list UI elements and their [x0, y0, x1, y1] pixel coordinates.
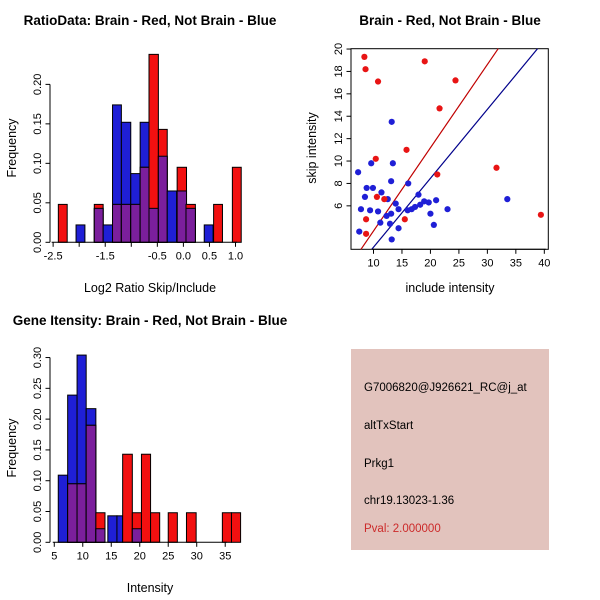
- scatter-xlabel: include intensity: [405, 281, 495, 295]
- panel-probe-info: G7006820@J926621_RC@j_at altTxStart Prkg…: [300, 300, 600, 600]
- ratio-hist-plot: -2.5 -1.5 -0.5 0.0 0.5 1.0 0.00 0.05 0.10 0.15 0.2…: [32, 53, 243, 262]
- svg-text:30: 30: [191, 550, 203, 562]
- svg-text:6: 6: [333, 203, 345, 209]
- svg-text:0.30: 0.30: [32, 347, 44, 368]
- svg-text:25: 25: [162, 550, 174, 562]
- probe-info-box: G7006820@J926621_RC@j_at altTxStart Prkg…: [351, 349, 549, 550]
- ratio-hist-title: RatioData: Brain - Red, Not Brain - Blue: [23, 13, 277, 28]
- ratio-hist-xlabel: Log2 Ratio Skip/Include: [83, 281, 217, 295]
- svg-text:-0.5: -0.5: [148, 250, 167, 262]
- locus-text: chr19.13023-1.36: [364, 495, 455, 507]
- gene-hist-xlabel: Intensity: [126, 581, 174, 595]
- svg-text:12: 12: [333, 133, 345, 145]
- svg-text:35: 35: [219, 550, 231, 562]
- svg-text:1.0: 1.0: [228, 250, 243, 262]
- svg-text:0.15: 0.15: [32, 113, 44, 134]
- panel-ratio-histogram: RatioData: Brain - Red, Not Brain - Blue…: [0, 0, 300, 300]
- svg-text:0.05: 0.05: [32, 501, 44, 522]
- gene-hist-ylabel: Frequency: [5, 418, 19, 478]
- svg-text:15: 15: [396, 257, 408, 269]
- scatter-title: Brain - Red, Not Brain - Blue: [359, 13, 541, 28]
- intensity-scatter-plot: 10 15 20 25 30 35 40 6 8 10 12 14 16 18 20: [333, 43, 550, 269]
- svg-text:0.15: 0.15: [32, 439, 44, 460]
- panel-intensity-scatter: Brain - Red, Not Brain - Blue 10 15 20 25 30…: [300, 0, 600, 300]
- svg-text:30: 30: [481, 257, 493, 269]
- svg-text:0.0: 0.0: [176, 250, 191, 262]
- svg-text:0.10: 0.10: [32, 153, 44, 174]
- svg-text:16: 16: [333, 88, 345, 100]
- panel-gene-intensity-histogram: Gene Itensity: Brain - Red, Not Brain - …: [0, 300, 300, 600]
- svg-text:20: 20: [424, 257, 436, 269]
- svg-text:40: 40: [538, 257, 550, 269]
- gene-hist-title: Gene Itensity: Brain - Red, Not Brain - …: [12, 313, 288, 328]
- svg-text:0.5: 0.5: [202, 250, 217, 262]
- gene-name-text: Prkg1: [364, 458, 395, 470]
- gene-hist-plot: 5 10 15 20 25 30 35 0.00 0.05 0.10 0.15 0.20 0.25 0.3…: [32, 347, 242, 562]
- svg-text:0.00: 0.00: [32, 532, 44, 553]
- probe-id-text: G7006820@J926621_RC@j_at: [364, 382, 527, 394]
- svg-text:10: 10: [77, 550, 89, 562]
- svg-text:-2.5: -2.5: [44, 250, 63, 262]
- svg-text:8: 8: [333, 180, 345, 186]
- svg-text:20: 20: [134, 550, 146, 562]
- pval-text: Pval: 2.000000: [364, 523, 441, 535]
- svg-text:0.10: 0.10: [32, 470, 44, 491]
- svg-text:35: 35: [510, 257, 522, 269]
- svg-text:10: 10: [367, 257, 379, 269]
- svg-text:25: 25: [453, 257, 465, 269]
- svg-text:0.00: 0.00: [32, 232, 44, 253]
- svg-text:0.20: 0.20: [32, 408, 44, 429]
- svg-text:14: 14: [333, 110, 345, 122]
- svg-text:10: 10: [333, 155, 345, 167]
- splice-type-text: altTxStart: [364, 420, 414, 432]
- ratio-hist-ylabel: Frequency: [5, 118, 19, 178]
- svg-text:18: 18: [333, 65, 345, 77]
- svg-text:15: 15: [105, 550, 117, 562]
- svg-text:0.20: 0.20: [32, 74, 44, 95]
- scatter-ylabel: skip intensity: [305, 112, 319, 184]
- svg-text:20: 20: [333, 43, 345, 55]
- svg-text:-1.5: -1.5: [96, 250, 115, 262]
- svg-text:0.05: 0.05: [32, 192, 44, 213]
- svg-text:0.25: 0.25: [32, 378, 44, 399]
- svg-text:5: 5: [51, 550, 57, 562]
